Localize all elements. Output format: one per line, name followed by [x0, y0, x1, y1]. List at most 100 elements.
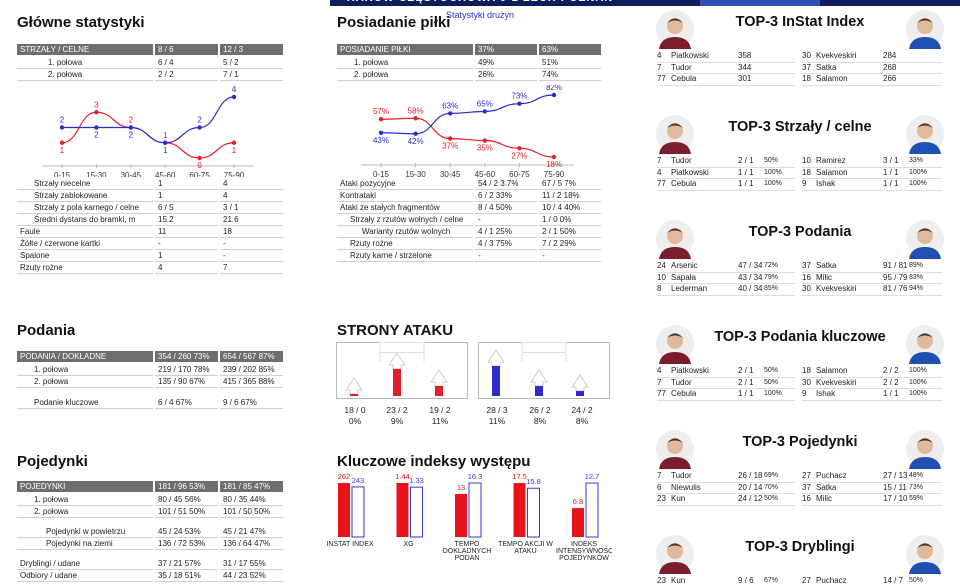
data-label: 15.8 [526, 477, 541, 486]
avatar-hair [917, 228, 933, 233]
player-pct: 100% [909, 390, 927, 398]
player-name: Tudor [671, 62, 692, 72]
section-title: Podania [17, 322, 76, 339]
player-pct: 73% [909, 483, 924, 491]
table-cell: 7 / 2 29% [539, 238, 601, 250]
table-cell: Kontrataki [337, 190, 473, 202]
player-num: 77 [657, 179, 666, 189]
attack-count: 18 / 0 [344, 405, 366, 415]
player-name: Cebula [671, 179, 697, 189]
player-pct: 50% [764, 367, 779, 374]
chart [656, 220, 694, 259]
player-pct: 50% [764, 495, 779, 503]
row-line [657, 493, 795, 495]
player-num: 9 [802, 179, 807, 189]
attack-count: 19 / 2 [429, 405, 451, 415]
data-label: 1 [232, 146, 237, 155]
player-num: 18 [802, 167, 811, 177]
series-line [380, 117, 555, 158]
x-tick-label: 45-60 [475, 170, 496, 177]
player-name: Puchacz [816, 576, 847, 585]
table-cell: 80 / 45 56% [155, 494, 218, 506]
player-name: Tudor [671, 377, 692, 387]
x-tick-label: INSTAT INDEX [326, 541, 374, 548]
avatar-hair [667, 438, 683, 443]
avatar-head [667, 438, 683, 454]
table-cell: Strzały niecelne [17, 178, 153, 190]
row-line [802, 481, 942, 483]
avatar-hair [667, 228, 683, 233]
point [197, 155, 202, 161]
table-cell: 15.2 [155, 214, 218, 226]
player-num: 7 [657, 377, 662, 387]
chart [906, 220, 944, 259]
avatar-body [909, 142, 941, 154]
player-num: 9 [802, 389, 807, 399]
row-line [657, 388, 795, 390]
data-label: 2 [94, 131, 99, 140]
player-name: Ishak [816, 179, 836, 189]
section-title: Kluczowe indeksy występu [337, 453, 531, 470]
table-cell: 6 / 2 33% [475, 190, 537, 202]
table-cell: 4 / 3 75% [475, 238, 537, 250]
player-name: Piatkowski [671, 51, 709, 60]
row-line [802, 271, 942, 273]
avatar-head [667, 18, 683, 34]
avatar-head [667, 333, 683, 349]
attack-pct: 11% [488, 416, 506, 426]
avatar-body [909, 562, 941, 574]
player-value: 1 / 1 [738, 167, 754, 177]
table-cell: 5 / 2 [220, 57, 283, 69]
chart [656, 535, 694, 574]
player-name: Salamon [816, 167, 848, 177]
avatar-head [667, 543, 683, 559]
point [94, 125, 99, 130]
data-label: 2 [129, 131, 134, 140]
player-num: 37 [802, 482, 811, 492]
attack-pct: 8% [575, 416, 589, 426]
series-line [380, 94, 555, 135]
attack-count: 23 / 2 [386, 405, 408, 415]
table-cell: 8 / 4 50% [475, 202, 537, 214]
player-num: 27 [802, 471, 811, 480]
table-cell: 4 / 1 25% [475, 226, 537, 238]
player-pct: 100% [909, 367, 927, 374]
player-value: 17 / 10 [883, 494, 908, 504]
chart: 0-15 15-30 30-45 45-60 60-75 75-90 57% 58% 37% 35… [361, 85, 574, 177]
x-tick-label: 30-45 [121, 171, 142, 177]
player-value: 1 / 1 [883, 167, 899, 177]
player-name: Satka [816, 482, 837, 492]
player-num: 10 [802, 156, 811, 165]
avatar-hair [917, 18, 933, 23]
table-cell: Rzuty rożne [17, 262, 153, 274]
player-name: Arsenic [671, 261, 698, 270]
x-tick-label: 0-15 [54, 171, 71, 177]
bar [338, 483, 350, 537]
player-pct: 70% [764, 483, 779, 491]
avatar-body [909, 352, 941, 364]
player-pct: 79% [764, 273, 779, 281]
table-cell: 239 / 202 85% [220, 364, 283, 376]
table-header-cell: 8 / 6 [155, 44, 218, 55]
row-line [657, 399, 795, 401]
data-label: 82% [546, 85, 562, 92]
table-cell: Strzały zablokowane [17, 190, 153, 202]
player-num: 30 [802, 51, 811, 60]
table-cell: 415 / 365 88% [220, 376, 283, 388]
point [59, 140, 65, 145]
table-header-cell: PODANIA / DOKŁADNE [17, 351, 153, 362]
table-cell: Strzały z pola karnego / celne [17, 202, 153, 214]
point [551, 92, 557, 98]
attack-count: 24 / 2 [571, 405, 593, 415]
side-bar [350, 394, 358, 396]
data-label: 1.33 [409, 476, 424, 485]
x-tick-label: TEMPO DOKLADNYCH PODAŃ [442, 541, 492, 562]
table-cell: 4 [220, 190, 283, 202]
avatar-head [917, 438, 933, 454]
player-name: Cebula [671, 74, 697, 84]
table-header-cell: 37% [475, 44, 537, 55]
table-cell: 2 / 2 [155, 69, 218, 81]
table-cell: 101 / 51 50% [155, 506, 218, 518]
player-pct: 83% [909, 273, 924, 281]
player-pct: 100% [909, 180, 927, 188]
